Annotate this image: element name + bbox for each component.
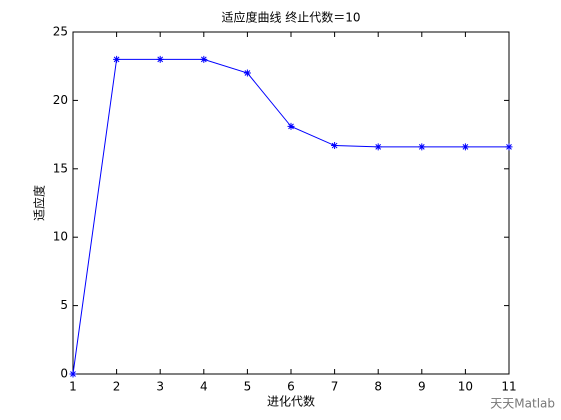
watermark: 天天Matlab — [490, 397, 555, 411]
x-tick-label: 9 — [418, 380, 426, 394]
marker — [374, 143, 382, 151]
marker — [200, 55, 208, 63]
marker — [331, 142, 339, 150]
y-axis-label: 适应度 — [32, 185, 47, 221]
x-tick-label: 6 — [287, 380, 295, 394]
y-tick-label: 5 — [60, 298, 68, 312]
marker — [287, 122, 295, 130]
x-tick-label: 4 — [200, 380, 208, 394]
x-tick-label: 7 — [331, 380, 339, 394]
x-tick-label: 10 — [458, 380, 473, 394]
x-tick-label: 1 — [69, 380, 77, 394]
marker — [243, 69, 251, 77]
y-tick-label: 15 — [53, 161, 68, 175]
x-tick-label: 2 — [113, 380, 121, 394]
x-tick-label: 3 — [156, 380, 164, 394]
x-tick-label: 11 — [501, 380, 516, 394]
marker — [156, 55, 164, 63]
marker — [505, 143, 513, 151]
chart-title: 适应度曲线 终止代数＝10 — [221, 10, 360, 25]
y-tick-label: 10 — [53, 230, 68, 244]
plot-box — [72, 31, 510, 375]
marker — [69, 370, 77, 378]
y-tick-label: 25 — [53, 25, 68, 39]
x-axis-label: 进化代数 — [267, 394, 315, 409]
y-tick-label: 0 — [60, 367, 68, 381]
marker — [418, 143, 426, 151]
x-tick-label: 5 — [244, 380, 252, 394]
marker — [461, 143, 469, 151]
marker — [113, 55, 121, 63]
x-tick-label: 8 — [374, 380, 382, 394]
y-tick-label: 20 — [53, 93, 68, 107]
